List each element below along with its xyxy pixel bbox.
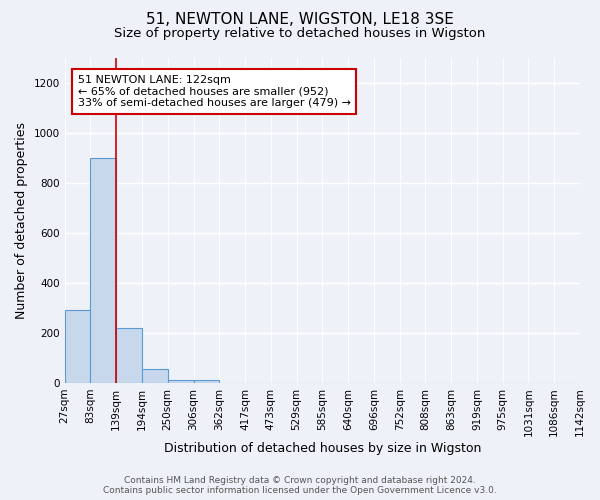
Text: Contains HM Land Registry data © Crown copyright and database right 2024.
Contai: Contains HM Land Registry data © Crown c… [103,476,497,495]
Bar [116,328,142,383]
Y-axis label: Number of detached properties: Number of detached properties [15,122,28,318]
Bar [91,158,116,383]
Bar [168,380,193,383]
Text: 51 NEWTON LANE: 122sqm
← 65% of detached houses are smaller (952)
33% of semi-de: 51 NEWTON LANE: 122sqm ← 65% of detached… [77,75,350,108]
Bar [193,380,219,383]
Bar [65,310,91,383]
Text: 51, NEWTON LANE, WIGSTON, LE18 3SE: 51, NEWTON LANE, WIGSTON, LE18 3SE [146,12,454,28]
Bar [142,369,168,383]
X-axis label: Distribution of detached houses by size in Wigston: Distribution of detached houses by size … [164,442,481,455]
Text: Size of property relative to detached houses in Wigston: Size of property relative to detached ho… [115,28,485,40]
